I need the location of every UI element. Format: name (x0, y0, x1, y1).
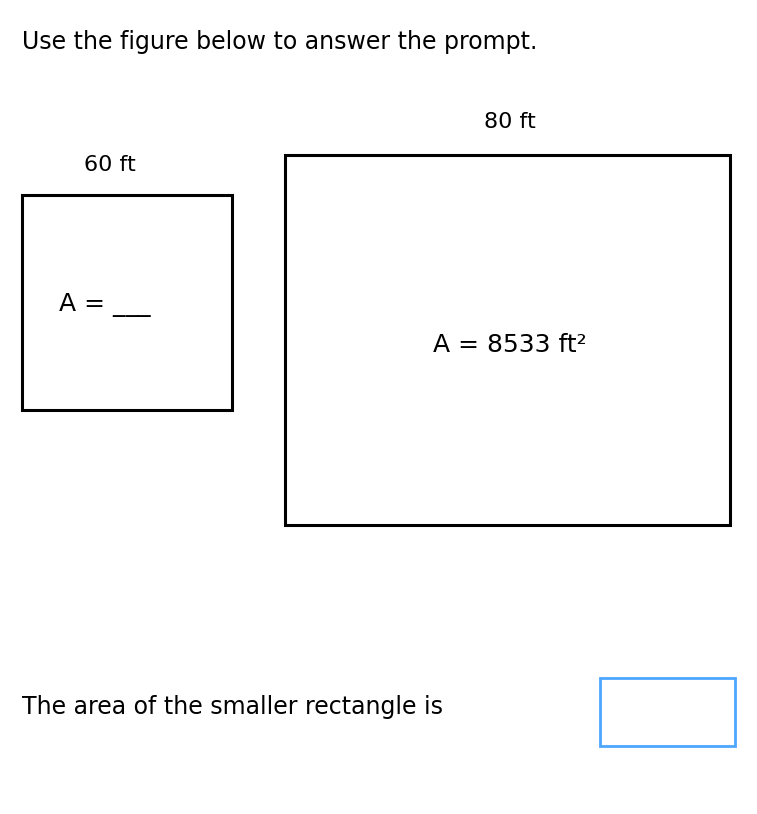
Text: A = ___: A = ___ (59, 293, 151, 317)
Text: The area of the smaller rectangle is: The area of the smaller rectangle is (22, 695, 443, 719)
Text: A = 8533 ft²: A = 8533 ft² (433, 333, 587, 357)
Bar (22, 195, 232, 410)
Text: Use the figure below to answer the prompt.: Use the figure below to answer the promp… (22, 30, 537, 54)
Text: 80 ft: 80 ft (484, 112, 536, 132)
Bar (285, 155, 730, 525)
Text: 60 ft: 60 ft (84, 155, 136, 175)
Bar (600, 678, 735, 746)
